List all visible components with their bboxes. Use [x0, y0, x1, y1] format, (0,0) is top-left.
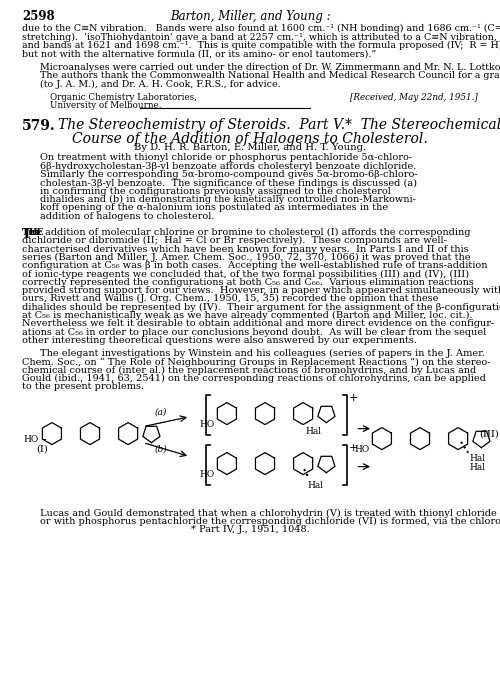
Text: (I): (I) [36, 444, 48, 453]
Text: addition of molecular chlorine or bromine to cholesterol (I) affords the corresp: addition of molecular chlorine or bromin… [45, 228, 470, 237]
Text: HO: HO [199, 420, 214, 429]
Text: On treatment with thionyl chloride or phosphorus pentachloride 5α-chloro-: On treatment with thionyl chloride or ph… [40, 154, 412, 162]
Text: +: + [348, 393, 358, 402]
Text: Course of the Addition of Halogens to Cholesterol.: Course of the Addition of Halogens to Ch… [72, 132, 428, 145]
Text: Organic Chemistry Laboratories,: Organic Chemistry Laboratories, [50, 93, 197, 102]
Text: in confirming the configurations previously assigned to the cholesterol: in confirming the configurations previou… [40, 187, 391, 196]
Text: The authors thank the Commonwealth National Health and Medical Research Council : The authors thank the Commonwealth Natio… [40, 72, 500, 81]
Text: dichloride or dibromide (II;  Hal = Cl or Br respectively).  These compounds are: dichloride or dibromide (II; Hal = Cl or… [22, 236, 447, 245]
Text: (III): (III) [479, 429, 499, 438]
Text: chemical course of (inter al.) the replacement reactions of bromohydrins, and by: chemical course of (inter al.) the repla… [22, 365, 476, 375]
Text: * Part IV, J., 1951, 1048.: * Part IV, J., 1951, 1048. [190, 525, 310, 535]
Text: characterised derivatives which have been known for many years.  In Parts I and : characterised derivatives which have bee… [22, 244, 468, 253]
Text: (to J. A. M.), and Dr. A. H. Cook, F.R.S., for advice.: (to J. A. M.), and Dr. A. H. Cook, F.R.S… [40, 80, 280, 89]
Text: due to the C≡N vibration.   Bands were also found at 1600 cm.⁻¹ (NH bonding) and: due to the C≡N vibration. Bands were als… [22, 24, 500, 33]
Text: University of Melbourne.: University of Melbourne. [50, 102, 162, 111]
Text: +: + [348, 443, 358, 452]
Text: but not with the alternative formula (II, or its amino- or enol tautomers).”: but not with the alternative formula (II… [22, 49, 376, 58]
Text: Hal: Hal [469, 463, 485, 472]
Text: Hal: Hal [305, 427, 321, 436]
Text: The Stereochemistry of Steroids.  Part V.*  The Stereochemical: The Stereochemistry of Steroids. Part V.… [58, 118, 500, 132]
Text: ours, Rivett and Wallis (J. Org. Chem., 1950, 15, 35) recorded the opinion that : ours, Rivett and Wallis (J. Org. Chem., … [22, 294, 438, 303]
Text: Nevertheless we felt it desirable to obtain additional and more direct evidence : Nevertheless we felt it desirable to obt… [22, 319, 494, 329]
Text: HO: HO [23, 434, 38, 443]
Text: at C₅₆ is mechanistically weak as we have already commented (Barton and Miller, : at C₅₆ is mechanistically weak as we hav… [22, 311, 472, 320]
Text: Chem. Soc., on “ The Role of Neighbouring Groups in Replacement Reactions ”) on : Chem. Soc., on “ The Role of Neighbourin… [22, 358, 490, 367]
Text: Lucas and Gould demonstrated that when a chlorohydrin (V) is treated with thiony: Lucas and Gould demonstrated that when a… [40, 509, 497, 518]
Text: series (Barton and Miller, J. Amer. Chem. Soc., 1950, 72, 370, 1066) it was prov: series (Barton and Miller, J. Amer. Chem… [22, 253, 470, 262]
Text: Similarly the corresponding 5α-bromo-compound gives 5α-bromo-6β-chloro-: Similarly the corresponding 5α-bromo-com… [40, 170, 418, 179]
Text: By D. H. R. Barton, E. Miller, and H. T. Young.: By D. H. R. Barton, E. Miller, and H. T.… [134, 143, 366, 152]
Text: Gould (ibid., 1941, 63, 2541) on the corresponding reactions of chlorohydrins, c: Gould (ibid., 1941, 63, 2541) on the cor… [22, 374, 486, 383]
Text: ations at C₅₆ in order to place our conclusions beyond doubt.  As will be clear : ations at C₅₆ in order to place our conc… [22, 328, 486, 336]
Text: HE: HE [29, 228, 44, 237]
Text: Hal: Hal [469, 454, 485, 463]
Text: or with phosphorus pentachloride the corresponding dichloride (VI) is formed, vi: or with phosphorus pentachloride the cor… [40, 517, 500, 526]
Text: dihalides and (b) in demonstrating the kinetically controlled non-Markowni-: dihalides and (b) in demonstrating the k… [40, 195, 416, 204]
Text: Barton, Miller, and Young :: Barton, Miller, and Young : [170, 10, 330, 23]
Text: cholestan-3β-yl benzoate.  The significance of these findings is discussed (a): cholestan-3β-yl benzoate. The significan… [40, 178, 417, 187]
Text: 2598: 2598 [22, 10, 54, 23]
Text: T: T [22, 228, 32, 241]
Text: [Received, May 22nd, 1951.]: [Received, May 22nd, 1951.] [350, 93, 478, 102]
Text: correctly represented the configurations at both C₅₆ and C₆₆.  Various eliminati: correctly represented the configurations… [22, 278, 474, 287]
Text: (b): (b) [154, 445, 167, 454]
Text: configuration at C₅₆ was β in both cases.  Accepting the well-established rule o: configuration at C₅₆ was β in both cases… [22, 261, 487, 270]
Text: Microanalyses were carried out under the direction of Dr. W. Zimmermann and Mr. : Microanalyses were carried out under the… [40, 63, 500, 72]
Text: to the present problems.: to the present problems. [22, 382, 144, 391]
Text: of ionic-type reagents we concluded that, of the two formal possibilities (III) : of ionic-type reagents we concluded that… [22, 269, 469, 278]
Text: 6β-hydroxycholestan-3β-yl benzoate affords cholesteryl benzoate dichloride.: 6β-hydroxycholestan-3β-yl benzoate affor… [40, 161, 416, 171]
Text: HO: HO [199, 470, 214, 479]
Text: koff opening of the α-halonium ions postulated as intermediates in the: koff opening of the α-halonium ions post… [40, 203, 388, 212]
Text: (a): (a) [154, 408, 166, 417]
Text: Hal: Hal [307, 481, 323, 489]
Text: 579.: 579. [22, 118, 56, 132]
Text: The elegant investigations by Winstein and his colleagues (series of papers in t: The elegant investigations by Winstein a… [40, 349, 485, 358]
Text: Tʜᴇ: Tʜᴇ [22, 228, 42, 237]
Text: provided strong support for our views.  However, in a paper which appeared simul: provided strong support for our views. H… [22, 286, 500, 295]
Text: dihalides should be represented by (IV).  Their argument for the assignment of t: dihalides should be represented by (IV).… [22, 303, 500, 312]
Text: and bands at 1621 and 1698 cm.⁻¹.  This is quite compatible with the formula pro: and bands at 1621 and 1698 cm.⁻¹. This i… [22, 41, 500, 50]
Text: other interesting theoretical questions were also answered by our experiments.: other interesting theoretical questions … [22, 335, 417, 345]
Text: HO: HO [354, 445, 370, 454]
Text: stretching).  ‘isoThiohydantoin’ gave a band at 2257 cm.⁻¹, which is attributed : stretching). ‘isoThiohydantoin’ gave a b… [22, 33, 497, 42]
Text: addition of halogens to cholesterol.: addition of halogens to cholesterol. [40, 212, 214, 221]
